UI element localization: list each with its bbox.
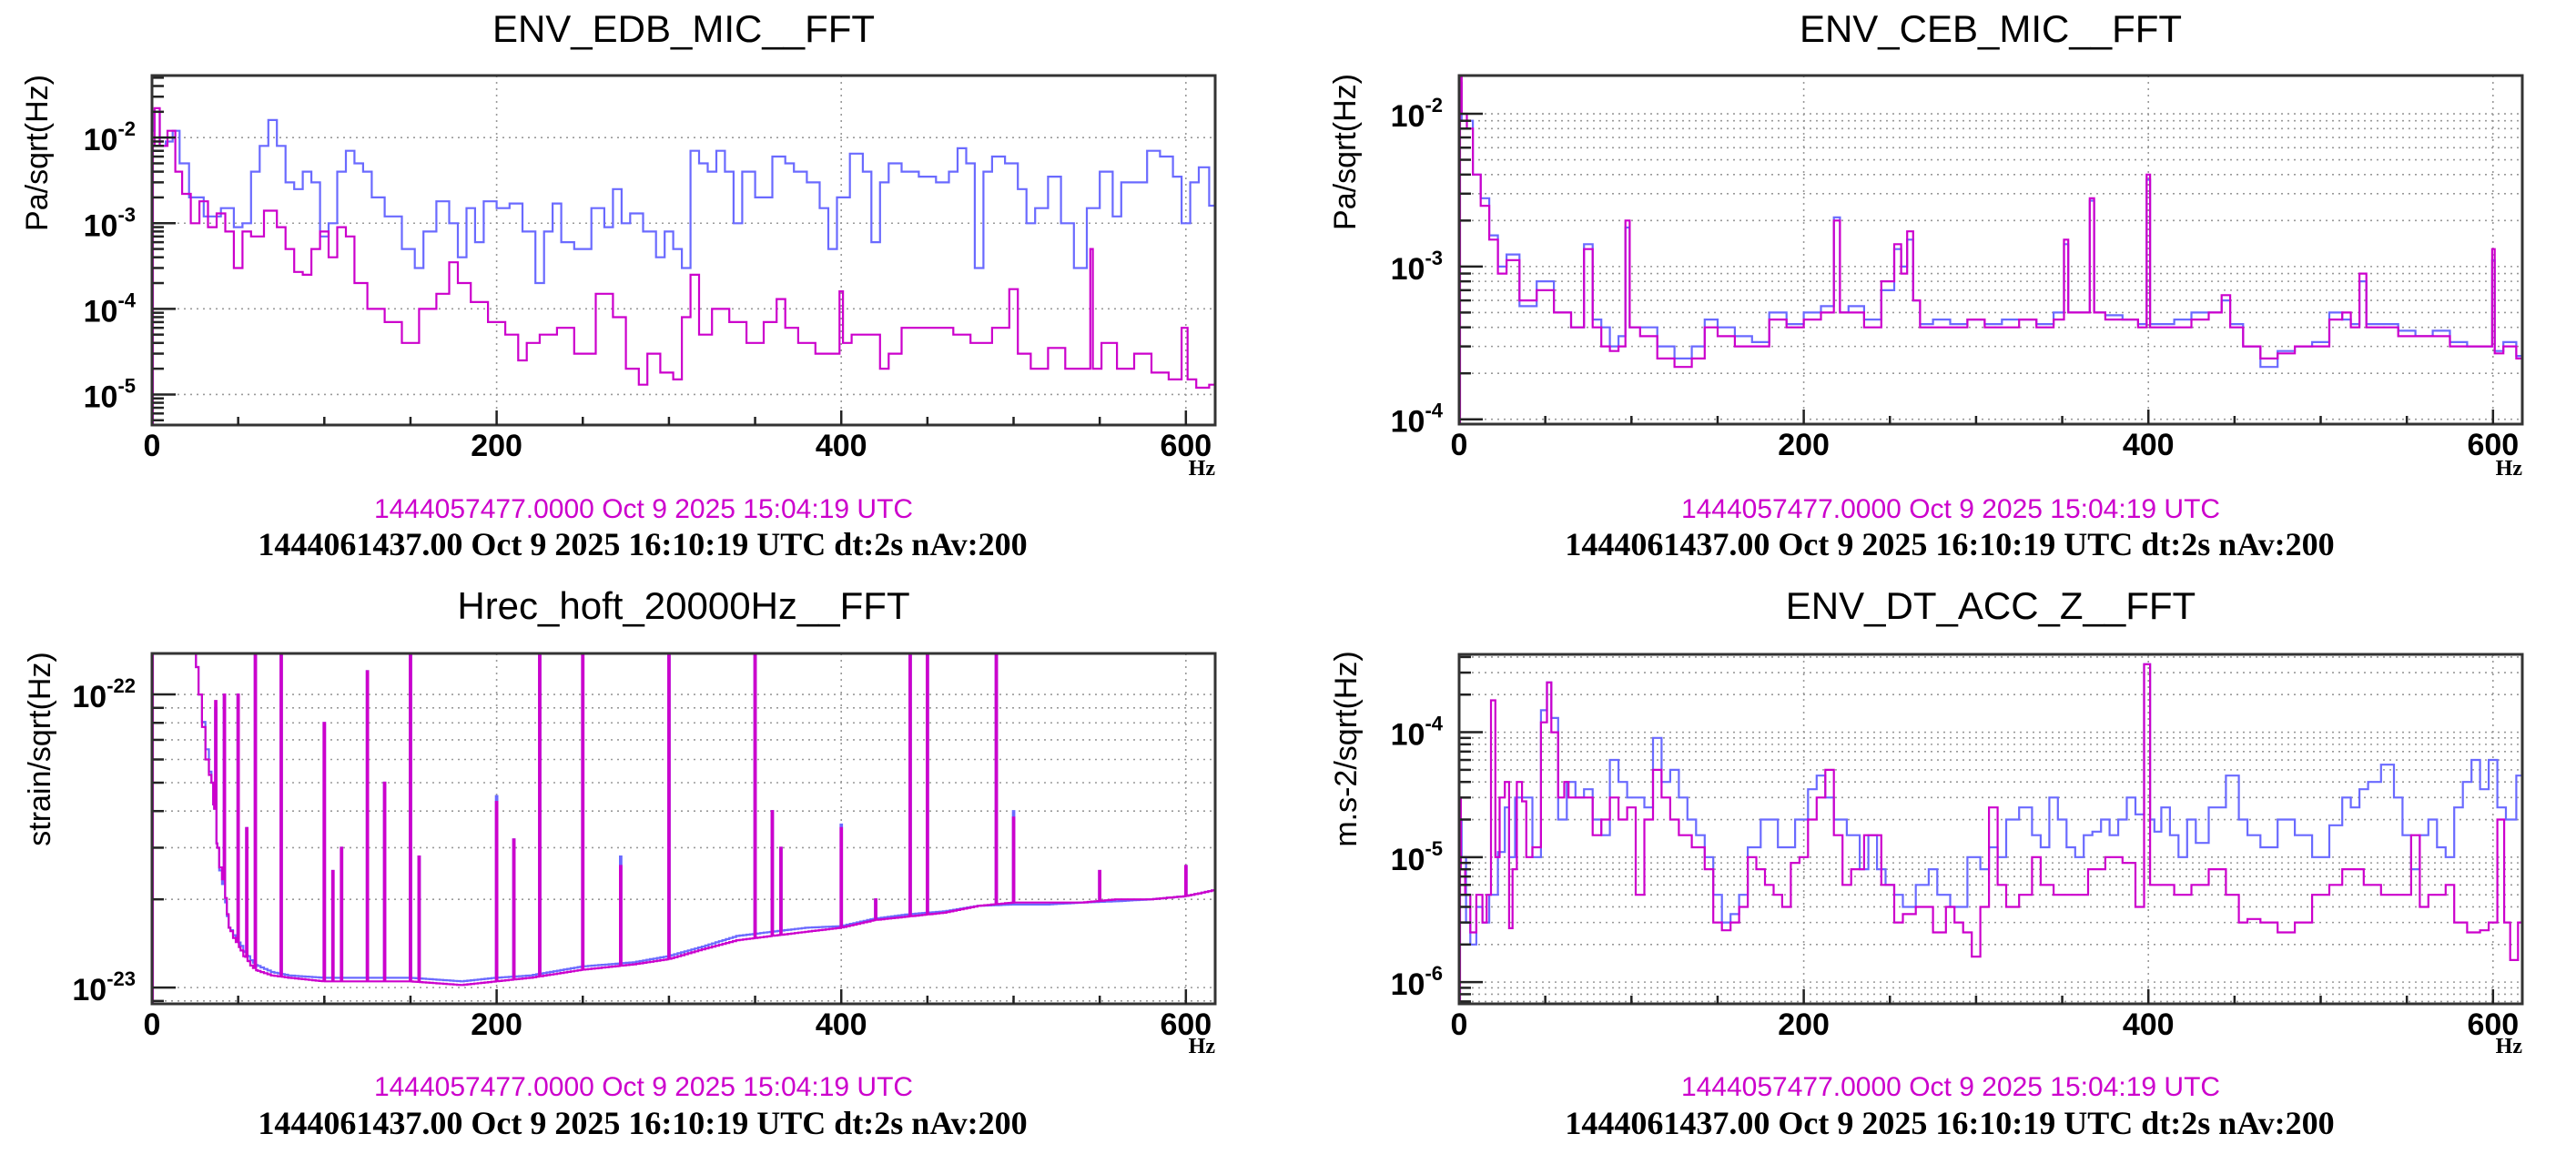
y-tick-base: 10 — [1391, 967, 1425, 1002]
y-tick-exponent: -5 — [1425, 837, 1443, 860]
y-tick-label: 10-2 — [1391, 94, 1443, 134]
x-tick-label: 0 — [1451, 428, 1468, 462]
x-tick-label: 600 — [1160, 1007, 1212, 1042]
grid-lines — [152, 653, 1215, 1004]
y-tick-exponent: -3 — [1425, 247, 1443, 269]
x-tick-label: 600 — [2467, 1007, 2519, 1042]
grid-lines — [152, 76, 1215, 425]
trace-reference — [1459, 74, 2522, 369]
panel-env-ceb-mic: ENV_CEB_MIC__FFT Pa/sqrt(Hz) 0 200 400 600 1… — [1328, 7, 2524, 562]
current-time-label: 1444061437.00 Oct 9 2025 16:10:19 UTC dt… — [1565, 1105, 2334, 1141]
x-tick-label: 400 — [816, 429, 867, 463]
x-axis-unit-label: Hz — [1189, 1035, 1216, 1058]
y-axis-label: m.s-2/sqrt(Hz) — [1329, 651, 1364, 846]
chart-title: ENV_DT_ACC_Z__FFT — [1786, 584, 2196, 627]
trace-current — [152, 110, 1215, 285]
y-tick-label: 10-3 — [84, 203, 136, 243]
reference-time-label: 1444057477.0000 Oct 9 2025 15:04:19 UTC — [374, 494, 913, 524]
trace-reference — [152, 652, 1216, 987]
x-tick-label: 600 — [2467, 428, 2519, 462]
y-tick-exponent: -4 — [1425, 400, 1443, 422]
plot-frame — [150, 74, 1217, 427]
y-tick-exponent: -3 — [117, 203, 136, 226]
y-tick-label: 10-5 — [84, 374, 136, 414]
y-tick-label: 10-22 — [72, 674, 136, 714]
y-tick-label: 10-4 — [1391, 713, 1444, 753]
x-tick-label: 0 — [144, 1007, 161, 1042]
x-axis-unit-label: Hz — [2496, 1035, 2523, 1058]
panel-hrec-hoft: Hrec_hoft_20000Hz__FFT strain/sqrt(Hz) 0… — [23, 584, 1217, 1141]
y-tick-label: 10-6 — [1391, 962, 1443, 1002]
reference-time-label: 1444057477.0000 Oct 9 2025 15:04:19 UTC — [374, 1072, 913, 1102]
chart-title: ENV_CEB_MIC__FFT — [1800, 7, 2182, 50]
y-tick-base: 10 — [72, 973, 106, 1007]
y-axis-label: Pa/sqrt(Hz) — [1328, 74, 1363, 230]
chart-title: Hrec_hoft_20000Hz__FFT — [457, 584, 909, 627]
y-tick-base: 10 — [1391, 718, 1425, 753]
y-tick-exponent: -6 — [1425, 962, 1443, 985]
y-tick-exponent: -2 — [1425, 94, 1443, 116]
y-tick-label: 10-3 — [1391, 247, 1443, 287]
y-tick-base: 10 — [84, 380, 118, 414]
current-time-label: 1444061437.00 Oct 9 2025 16:10:19 UTC dt… — [258, 526, 1027, 562]
x-tick-label: 200 — [1778, 428, 1830, 462]
y-tick-label: 10-23 — [72, 967, 136, 1007]
chart-title: ENV_EDB_MIC__FFT — [492, 7, 875, 50]
panel-env-edb-mic: ENV_EDB_MIC__FFT Pa/sqrt(Hz) 0 200 400 600 1… — [20, 7, 1217, 562]
y-axis-label: Pa/sqrt(Hz) — [20, 75, 55, 231]
panel-env-dt-acc-z: ENV_DT_ACC_Z__FFT m.s-2/sqrt(Hz) 0 200 400… — [1329, 584, 2524, 1141]
y-tick-base: 10 — [1391, 252, 1425, 287]
trace-reference — [1459, 663, 2522, 961]
y-tick-label: 10-4 — [84, 288, 137, 329]
trace-current — [1459, 663, 2522, 946]
y-tick-base: 10 — [84, 123, 118, 157]
y-tick-label: 10-4 — [1391, 400, 1444, 440]
x-tick-label: 600 — [1160, 429, 1212, 463]
y-tick-exponent: -5 — [117, 374, 136, 397]
x-tick-label: 200 — [471, 429, 522, 463]
y-tick-exponent: -23 — [106, 967, 136, 990]
y-tick-base: 10 — [1391, 405, 1425, 440]
y-tick-exponent: -4 — [117, 288, 136, 311]
x-tick-label: 400 — [816, 1007, 867, 1042]
x-tick-label: 200 — [1778, 1007, 1830, 1042]
x-tick-label: 0 — [1451, 1007, 1468, 1042]
current-time-label: 1444061437.00 Oct 9 2025 16:10:19 UTC dt… — [1565, 526, 2334, 562]
trace-reference — [152, 106, 1215, 390]
x-tick-label: 400 — [2123, 1007, 2175, 1042]
plot-frame — [1457, 653, 2524, 1006]
y-tick-exponent: -22 — [106, 674, 136, 697]
y-tick-base: 10 — [84, 294, 118, 329]
y-tick-base: 10 — [1391, 99, 1425, 134]
y-tick-base: 10 — [84, 208, 118, 243]
trace-current — [152, 652, 1216, 983]
y-tick-exponent: -4 — [1425, 713, 1443, 735]
grid-lines — [1459, 654, 2522, 1004]
grid-lines — [1459, 76, 2522, 424]
y-axis-label: strain/sqrt(Hz) — [23, 652, 57, 845]
y-tick-label: 10-2 — [84, 117, 136, 157]
x-tick-label: 0 — [144, 429, 161, 463]
current-time-label: 1444061437.00 Oct 9 2025 16:10:19 UTC dt… — [258, 1105, 1027, 1141]
plot-frame — [1457, 74, 2524, 426]
x-axis-unit-label: Hz — [2496, 457, 2523, 481]
reference-time-label: 1444057477.0000 Oct 9 2025 15:04:19 UTC — [1681, 494, 2220, 524]
x-axis-unit-label: Hz — [1189, 457, 1216, 481]
y-tick-base: 10 — [72, 680, 106, 714]
y-tick-label: 10-5 — [1391, 837, 1443, 877]
x-tick-label: 200 — [471, 1007, 522, 1042]
reference-time-label: 1444057477.0000 Oct 9 2025 15:04:19 UTC — [1681, 1072, 2220, 1102]
y-tick-base: 10 — [1391, 843, 1425, 877]
plot-frame — [150, 652, 1217, 1006]
x-tick-label: 400 — [2123, 428, 2175, 462]
y-tick-exponent: -2 — [117, 117, 136, 140]
